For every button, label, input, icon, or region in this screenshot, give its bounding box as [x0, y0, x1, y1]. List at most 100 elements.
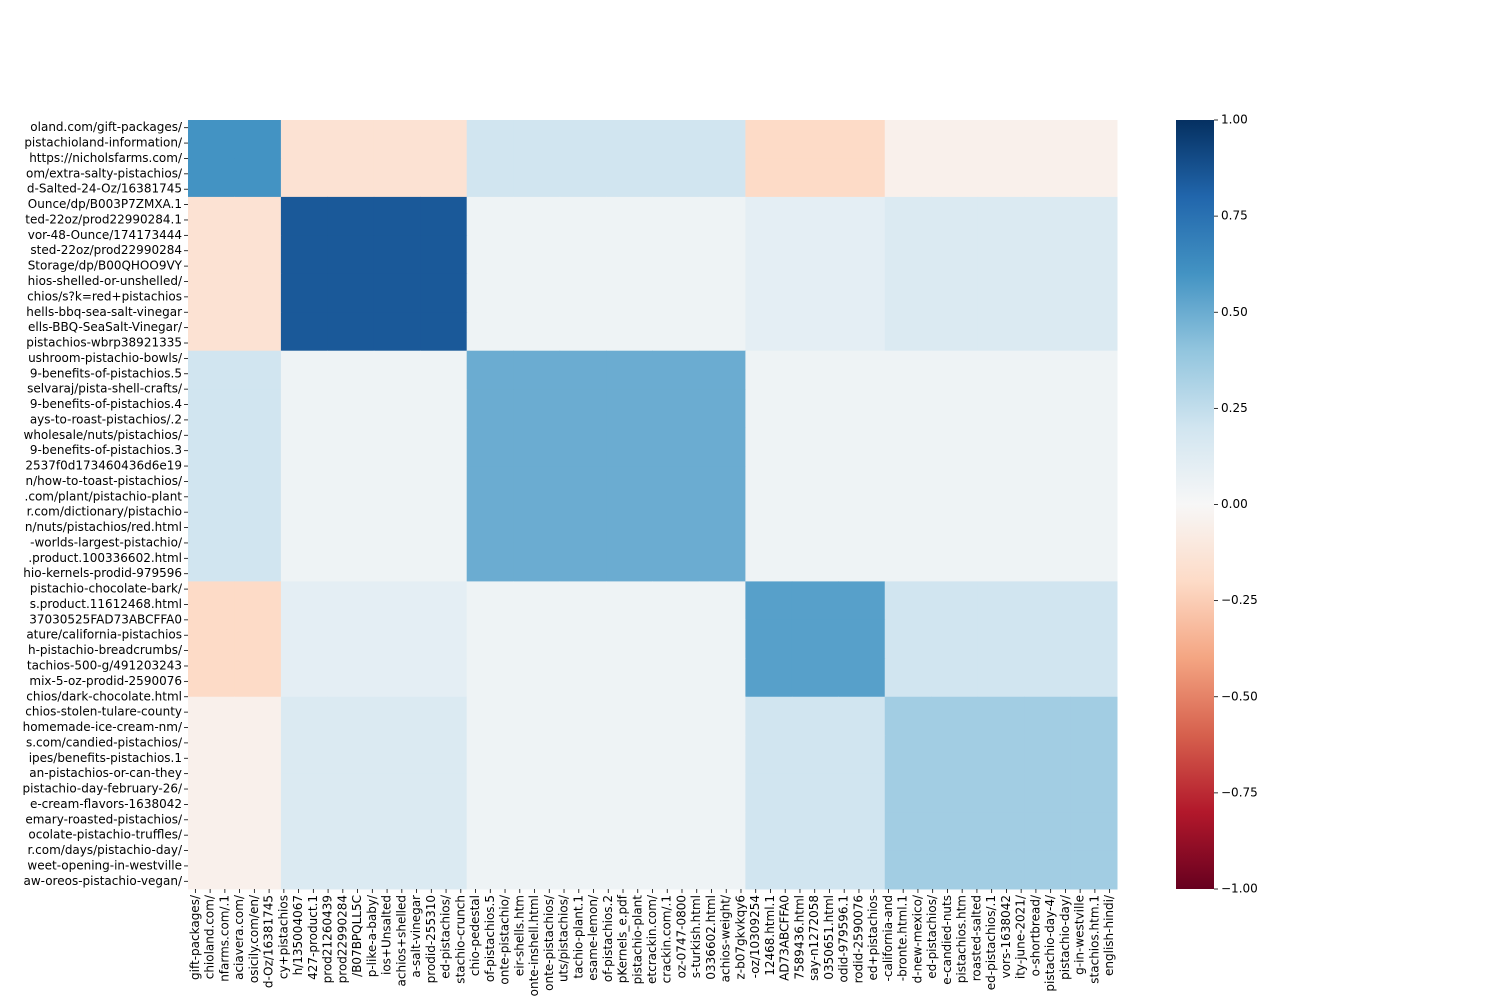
heatmap-cell	[884, 312, 932, 352]
heatmap-cell	[931, 120, 979, 159]
heatmap-cell	[652, 542, 700, 582]
heatmap-cell	[1024, 773, 1072, 813]
heatmap-cell	[327, 812, 375, 852]
heatmap-cell	[466, 196, 514, 236]
heatmap-cell	[745, 773, 793, 813]
heatmap-cell	[513, 581, 561, 621]
heatmap-cell	[698, 312, 746, 352]
y-tick-label: mix-5-oz-prodid-2590076	[29, 674, 182, 688]
heatmap-cell	[327, 427, 375, 467]
colorbar-tick-label: 0.25	[1221, 401, 1248, 415]
y-tick-label: r.com/days/pistachio-day/	[28, 843, 183, 857]
heatmap-cell	[513, 542, 561, 582]
heatmap-cell	[884, 235, 932, 275]
y-tick-label: 9-benefits-of-pistachios.4	[30, 397, 182, 411]
colorbar-tick-label: −1.00	[1221, 882, 1258, 896]
heatmap-cell	[280, 581, 328, 621]
heatmap-cell	[420, 389, 468, 429]
x-tick-label: pistachio-day-4/	[1043, 894, 1057, 992]
heatmap-cell	[745, 389, 793, 429]
x-tick-label: ed+pistachios	[866, 895, 880, 980]
heatmap-cell	[559, 773, 607, 813]
heatmap-cell	[1024, 350, 1072, 390]
heatmap-cell	[234, 735, 282, 775]
heatmap-cell	[1024, 619, 1072, 659]
heatmap-cell	[1070, 773, 1118, 813]
heatmap-cell	[884, 196, 932, 236]
heatmap-cell	[606, 158, 653, 198]
heatmap-cell	[280, 773, 328, 813]
heatmap-cell	[931, 427, 979, 467]
y-tick-label: tachios-500-g/491203243	[27, 658, 182, 672]
heatmap-cell	[884, 658, 932, 698]
heatmap-cell	[234, 696, 282, 736]
heatmap-cell	[188, 389, 235, 429]
heatmap-cell	[698, 350, 746, 390]
heatmap-cell	[1070, 812, 1118, 852]
heatmap-cell	[513, 196, 561, 236]
heatmap-cell	[420, 312, 468, 352]
heatmap-cell	[931, 350, 979, 390]
heatmap-cell	[466, 158, 514, 198]
heatmap-cell	[698, 427, 746, 467]
x-tick-label: pKernels_e.pdf	[616, 894, 630, 983]
heatmap-cell	[420, 850, 468, 890]
x-tick-label: -california-and	[881, 895, 895, 981]
heatmap-cell	[745, 696, 793, 736]
heatmap-cell	[838, 312, 886, 352]
heatmap-cell	[188, 504, 235, 544]
heatmap-cell	[466, 120, 514, 159]
heatmap-cell	[327, 196, 375, 236]
y-tick-label: s.product.11612468.html	[30, 597, 182, 611]
heatmap-cell	[698, 466, 746, 505]
heatmap-cell	[606, 466, 653, 505]
y-tick-label: ted-22oz/prod22990284.1	[25, 212, 182, 226]
x-tick-label: stachio-crunch	[453, 895, 467, 984]
heatmap-cell	[838, 619, 886, 659]
heatmap-cell	[188, 773, 235, 813]
heatmap-cell	[745, 427, 793, 467]
heatmap-cell	[1070, 504, 1118, 544]
heatmap-cell	[420, 619, 468, 659]
heatmap-cell	[606, 735, 653, 775]
heatmap-cell	[931, 581, 979, 621]
heatmap-cell	[466, 581, 514, 621]
heatmap-cell	[652, 273, 700, 313]
heatmap-cell	[420, 466, 468, 505]
heatmap-cell	[559, 619, 607, 659]
heatmap-cell	[280, 812, 328, 852]
heatmap-cell	[745, 273, 793, 313]
heatmap-cell	[280, 542, 328, 582]
heatmap-cell	[791, 389, 839, 429]
heatmap-cell	[188, 235, 235, 275]
x-tick-label: cy+pistachios	[276, 895, 290, 979]
y-tick-label: wholesale/nuts/pistachios/	[24, 428, 183, 442]
y-tick-label: hios-shelled-or-unshelled/	[28, 274, 183, 288]
heatmap-cell	[791, 196, 839, 236]
x-tick-label: achios+shelled	[394, 895, 408, 986]
heatmap-cell	[420, 735, 468, 775]
heatmap-cell	[977, 696, 1025, 736]
x-tick-label: of-pistachios.5	[483, 895, 497, 982]
heatmap-cell	[1070, 735, 1118, 775]
heatmap-cell	[188, 427, 235, 467]
heatmap-cell	[188, 619, 235, 659]
heatmap-cell	[931, 658, 979, 698]
heatmap-cell	[652, 389, 700, 429]
heatmap-cell	[373, 850, 421, 890]
x-tick-label: etcrackin.com/	[645, 894, 659, 984]
heatmap-cell	[977, 812, 1025, 852]
heatmap-cell	[513, 427, 561, 467]
heatmap-cell	[327, 773, 375, 813]
heatmap-cell	[513, 619, 561, 659]
y-tick-label: ells-BBQ-SeaSalt-Vinegar/	[28, 320, 183, 334]
y-tick-label: oland.com/gift-packages/	[30, 120, 183, 134]
heatmap-cell	[652, 158, 700, 198]
heatmap-cell	[1070, 619, 1118, 659]
heatmap-cell	[838, 735, 886, 775]
heatmap-cell	[1024, 312, 1072, 352]
heatmap-cell	[884, 466, 932, 505]
heatmap-cell	[698, 696, 746, 736]
heatmap-cell	[745, 312, 793, 352]
heatmap-cell	[745, 619, 793, 659]
